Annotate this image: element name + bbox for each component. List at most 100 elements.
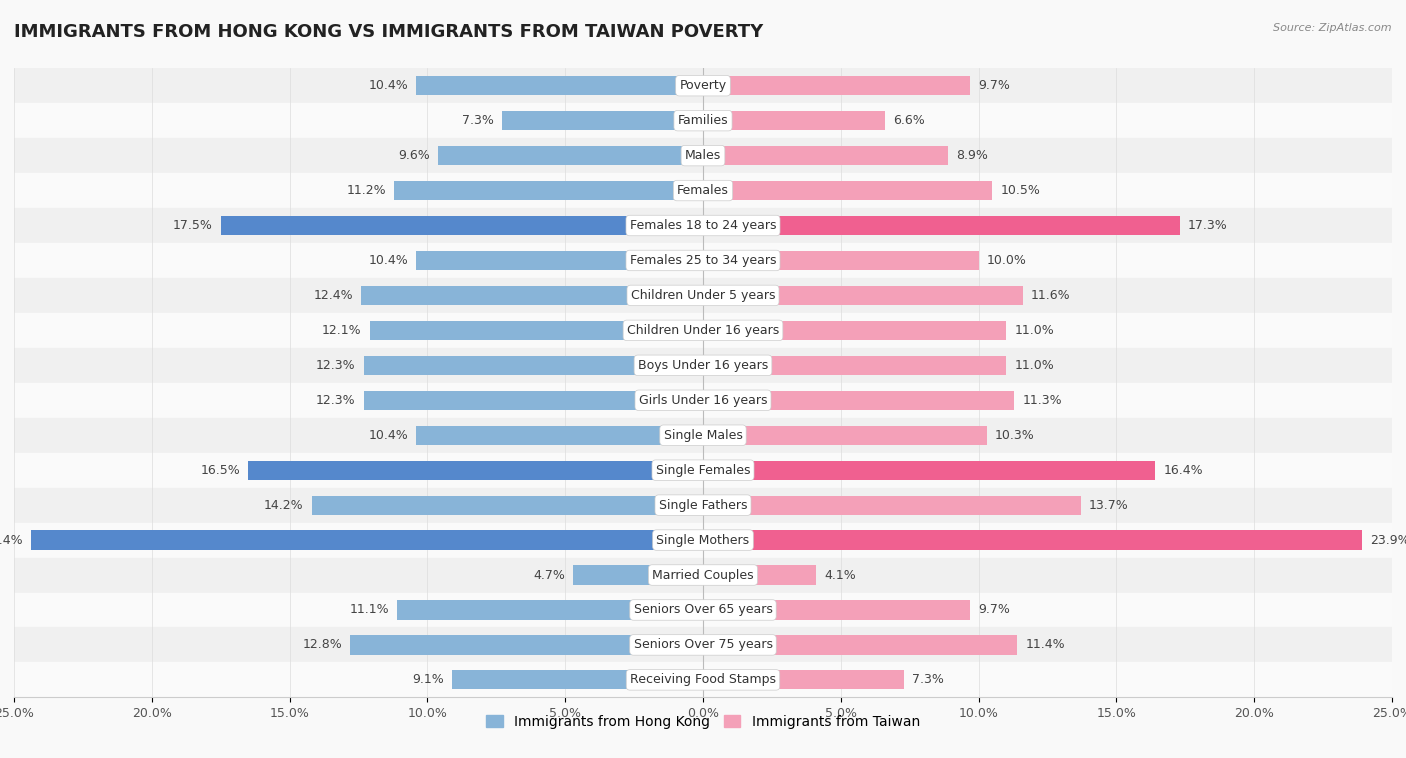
- Bar: [703, 461, 1154, 480]
- Text: IMMIGRANTS FROM HONG KONG VS IMMIGRANTS FROM TAIWAN POVERTY: IMMIGRANTS FROM HONG KONG VS IMMIGRANTS …: [14, 23, 763, 41]
- Text: 23.9%: 23.9%: [1369, 534, 1406, 547]
- Text: 10.3%: 10.3%: [995, 429, 1035, 442]
- Text: 10.4%: 10.4%: [368, 79, 408, 92]
- Text: Single Males: Single Males: [664, 429, 742, 442]
- Bar: [370, 321, 703, 340]
- Bar: [703, 425, 987, 445]
- Bar: [14, 487, 1392, 522]
- Bar: [416, 425, 703, 445]
- Bar: [416, 76, 703, 96]
- Bar: [396, 600, 703, 619]
- Bar: [364, 390, 703, 410]
- Bar: [14, 453, 1392, 487]
- Bar: [703, 600, 970, 619]
- Text: 11.4%: 11.4%: [1025, 638, 1066, 651]
- Bar: [703, 321, 1007, 340]
- Bar: [703, 251, 979, 270]
- Bar: [14, 103, 1392, 138]
- Text: 12.3%: 12.3%: [316, 359, 356, 372]
- Text: 11.0%: 11.0%: [1014, 359, 1054, 372]
- Text: Females 18 to 24 years: Females 18 to 24 years: [630, 219, 776, 232]
- Text: Single Mothers: Single Mothers: [657, 534, 749, 547]
- Text: Seniors Over 75 years: Seniors Over 75 years: [634, 638, 772, 651]
- Text: Males: Males: [685, 149, 721, 162]
- Bar: [14, 243, 1392, 278]
- Bar: [14, 418, 1392, 453]
- Text: Girls Under 16 years: Girls Under 16 years: [638, 393, 768, 407]
- Text: 10.4%: 10.4%: [368, 429, 408, 442]
- Text: 12.3%: 12.3%: [316, 393, 356, 407]
- Bar: [364, 356, 703, 375]
- Text: 7.3%: 7.3%: [912, 673, 945, 687]
- Bar: [703, 531, 1361, 550]
- Bar: [703, 390, 1014, 410]
- Bar: [14, 383, 1392, 418]
- Text: 10.5%: 10.5%: [1001, 184, 1040, 197]
- Text: Females: Females: [678, 184, 728, 197]
- Text: 9.1%: 9.1%: [412, 673, 444, 687]
- Bar: [14, 173, 1392, 208]
- Text: 16.4%: 16.4%: [1163, 464, 1204, 477]
- Bar: [14, 138, 1392, 173]
- Text: 11.0%: 11.0%: [1014, 324, 1054, 337]
- Text: 17.3%: 17.3%: [1188, 219, 1227, 232]
- Bar: [703, 670, 904, 690]
- Bar: [14, 208, 1392, 243]
- Text: 4.1%: 4.1%: [824, 568, 856, 581]
- Text: 24.4%: 24.4%: [0, 534, 22, 547]
- Text: Boys Under 16 years: Boys Under 16 years: [638, 359, 768, 372]
- Text: Families: Families: [678, 114, 728, 127]
- Bar: [14, 313, 1392, 348]
- Bar: [350, 635, 703, 655]
- Text: 12.4%: 12.4%: [314, 289, 353, 302]
- Bar: [249, 461, 703, 480]
- Text: 6.6%: 6.6%: [893, 114, 925, 127]
- Bar: [14, 348, 1392, 383]
- Text: Seniors Over 65 years: Seniors Over 65 years: [634, 603, 772, 616]
- Text: 9.6%: 9.6%: [398, 149, 430, 162]
- Bar: [14, 68, 1392, 103]
- Bar: [221, 216, 703, 235]
- Text: Females 25 to 34 years: Females 25 to 34 years: [630, 254, 776, 267]
- Text: Single Females: Single Females: [655, 464, 751, 477]
- Bar: [703, 111, 884, 130]
- Text: 11.1%: 11.1%: [349, 603, 389, 616]
- Bar: [703, 76, 970, 96]
- Text: Receiving Food Stamps: Receiving Food Stamps: [630, 673, 776, 687]
- Text: Poverty: Poverty: [679, 79, 727, 92]
- Text: 4.7%: 4.7%: [533, 568, 565, 581]
- Text: 9.7%: 9.7%: [979, 79, 1011, 92]
- Text: 11.6%: 11.6%: [1031, 289, 1070, 302]
- Bar: [703, 146, 948, 165]
- Text: 11.2%: 11.2%: [346, 184, 387, 197]
- Bar: [703, 286, 1022, 305]
- Text: 10.4%: 10.4%: [368, 254, 408, 267]
- Text: Married Couples: Married Couples: [652, 568, 754, 581]
- Bar: [361, 286, 703, 305]
- Text: Source: ZipAtlas.com: Source: ZipAtlas.com: [1274, 23, 1392, 33]
- Text: Single Fathers: Single Fathers: [659, 499, 747, 512]
- Bar: [14, 522, 1392, 558]
- Text: 7.3%: 7.3%: [461, 114, 494, 127]
- Bar: [703, 356, 1007, 375]
- Bar: [703, 635, 1017, 655]
- Legend: Immigrants from Hong Kong, Immigrants from Taiwan: Immigrants from Hong Kong, Immigrants fr…: [481, 709, 925, 735]
- Bar: [453, 670, 703, 690]
- Bar: [502, 111, 703, 130]
- Bar: [14, 662, 1392, 697]
- Text: 12.1%: 12.1%: [322, 324, 361, 337]
- Text: 10.0%: 10.0%: [987, 254, 1026, 267]
- Bar: [703, 181, 993, 200]
- Bar: [14, 628, 1392, 662]
- Bar: [703, 216, 1180, 235]
- Text: 12.8%: 12.8%: [302, 638, 342, 651]
- Text: Children Under 16 years: Children Under 16 years: [627, 324, 779, 337]
- Bar: [439, 146, 703, 165]
- Bar: [14, 593, 1392, 628]
- Bar: [416, 251, 703, 270]
- Bar: [31, 531, 703, 550]
- Text: 11.3%: 11.3%: [1022, 393, 1063, 407]
- Bar: [14, 278, 1392, 313]
- Text: 17.5%: 17.5%: [173, 219, 212, 232]
- Text: 16.5%: 16.5%: [200, 464, 240, 477]
